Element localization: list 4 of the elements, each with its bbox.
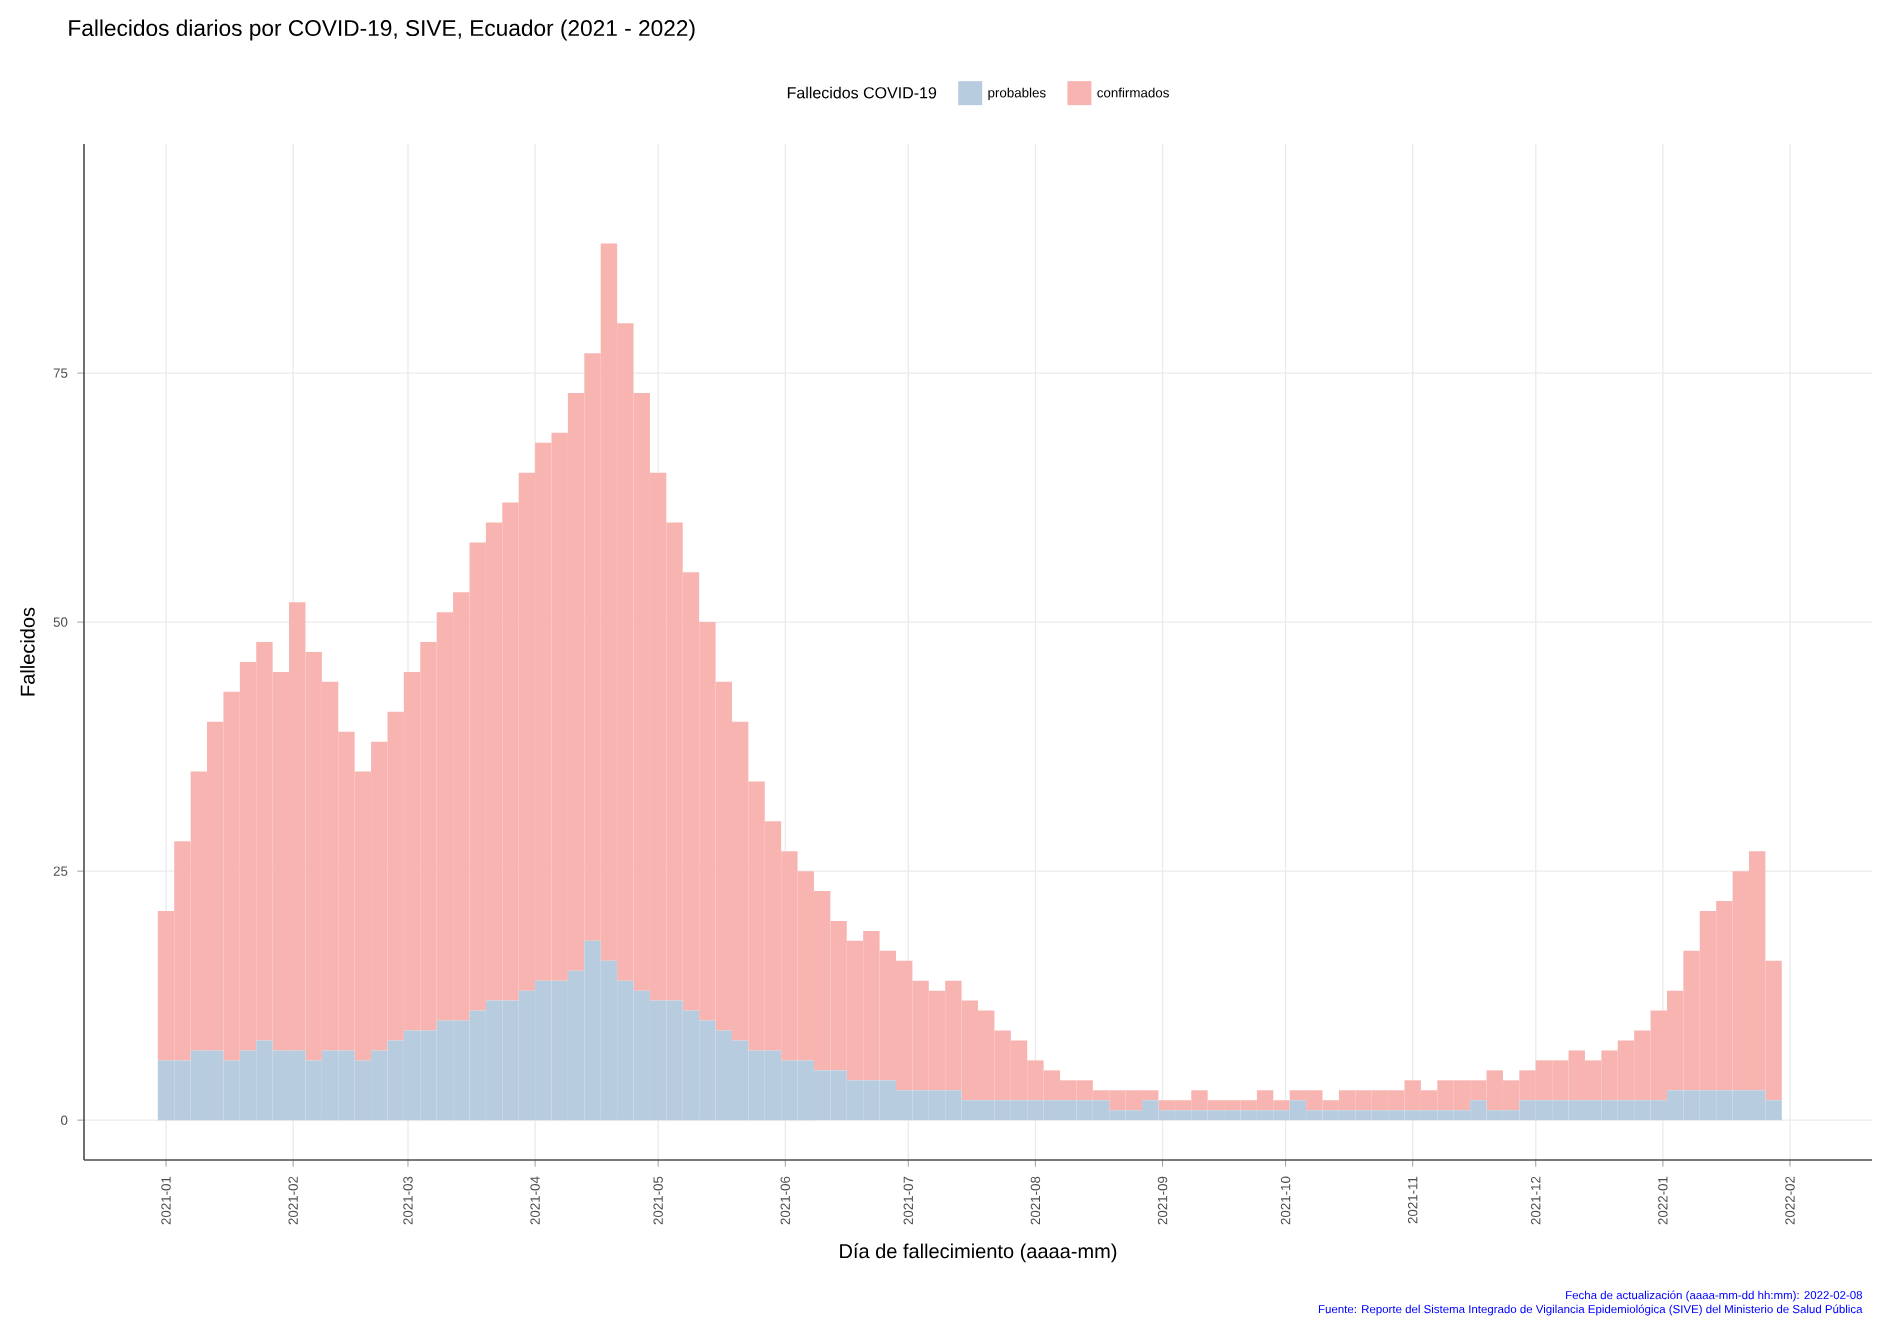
legend-title: Fallecidos COVID-19 bbox=[787, 86, 937, 99]
x-axis-title: Día de fallecimiento (aaaa-mm) bbox=[840, 1243, 1117, 1263]
chart-title: Fallecidos diarios por COVID-19, SIVE, Ecuador (2021 - 2022) bbox=[69, 19, 695, 41]
y-axis-title: Fallecidos bbox=[20, 607, 35, 696]
